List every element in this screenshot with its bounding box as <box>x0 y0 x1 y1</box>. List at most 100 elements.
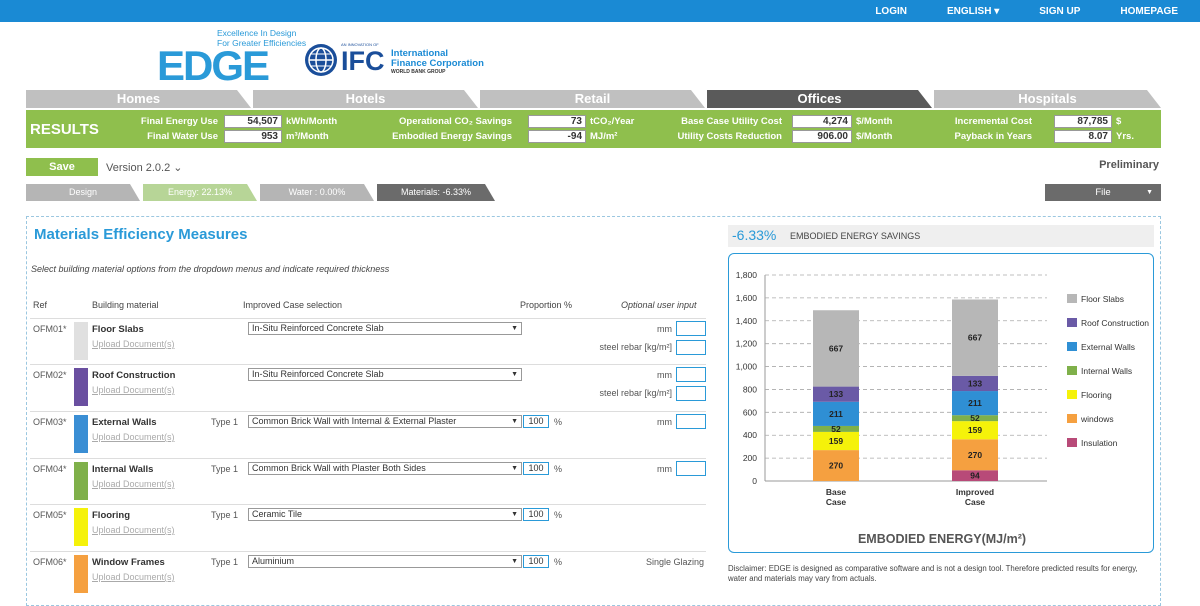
payback-label: Payback in Years <box>954 131 1032 142</box>
step-energy[interactable]: Energy: 22.13% <box>143 184 257 201</box>
data-label: 52 <box>970 413 980 423</box>
login-link[interactable]: LOGIN <box>875 5 907 17</box>
bar-segment <box>952 391 998 416</box>
material-name: Internal Walls <box>92 464 154 475</box>
bar-segment <box>952 415 998 422</box>
globe-icon <box>305 44 337 76</box>
improved-case-select[interactable]: Common Brick Wall with Plaster Both Side… <box>248 462 522 475</box>
caret-down-icon: ▼ <box>511 558 518 565</box>
header-ref: Ref <box>33 300 48 310</box>
proportion-input[interactable]: 100 <box>523 462 549 475</box>
step-design[interactable]: Design <box>26 184 140 201</box>
file-menu-button[interactable]: File ▼ <box>1045 184 1161 201</box>
edge-logo[interactable]: EDGE Excellence In Design For Greater Eff… <box>157 28 307 89</box>
proportion-input[interactable]: 100 <box>523 415 549 428</box>
row-ref: OFM05* <box>33 510 67 520</box>
improved-case-select[interactable]: In-Situ Reinforced Concrete Slab ▼ <box>248 368 522 381</box>
embodied-savings-label: Embodied Energy Savings <box>392 131 512 142</box>
bar-segment <box>952 421 998 440</box>
tab-retail[interactable]: Retail <box>480 90 705 108</box>
base-cost-label: Base Case Utility Cost <box>681 116 782 127</box>
upload-documents-link[interactable]: Upload Document(s) <box>92 339 175 349</box>
data-label: 211 <box>968 398 982 408</box>
upload-documents-link[interactable]: Upload Document(s) <box>92 479 175 489</box>
caret-down-icon: ▼ <box>511 511 518 518</box>
legend-swatch <box>1067 366 1077 375</box>
data-label: 159 <box>829 436 843 446</box>
y-tick-label: 0 <box>752 476 757 486</box>
thickness-unit-label: mm <box>657 324 672 334</box>
improved-case-select[interactable]: Common Brick Wall with Internal & Extern… <box>248 415 522 428</box>
x-tick-label: Base <box>826 487 847 497</box>
thickness-unit-label: mm <box>657 464 672 474</box>
improved-case-select[interactable]: Ceramic Tile ▼ <box>248 508 522 521</box>
step-water[interactable]: Water : 0.00% <box>260 184 374 201</box>
data-label: 667 <box>829 343 843 353</box>
data-label: 159 <box>968 425 982 435</box>
header-optional: Optional user input <box>621 300 697 310</box>
y-tick-label: 800 <box>743 384 757 394</box>
row-ref: OFM02* <box>33 370 67 380</box>
upload-documents-link[interactable]: Upload Document(s) <box>92 525 175 535</box>
tab-offices[interactable]: Offices <box>707 90 932 108</box>
material-row: OFM05* Flooring Upload Document(s) Type 1 Ce… <box>30 504 706 550</box>
data-label: 52 <box>831 424 841 434</box>
upload-documents-link[interactable]: Upload Document(s) <box>92 432 175 442</box>
x-tick-label: Improved <box>956 487 994 497</box>
type-label: Type 1 <box>211 510 239 520</box>
language-dropdown[interactable]: ENGLISH ▾ <box>947 6 999 17</box>
step-materials[interactable]: Materials: -6.33% <box>377 184 495 201</box>
bar-segment <box>952 439 998 471</box>
material-color-swatch <box>74 462 88 500</box>
embodied-savings-caption: EMBODIED ENERGY SAVINGS <box>790 231 921 241</box>
cost-reduction-unit: $/Month <box>856 131 893 142</box>
page-title: Materials Efficiency Measures <box>34 226 248 243</box>
data-label: 270 <box>968 450 982 460</box>
save-button[interactable]: Save <box>26 158 98 176</box>
x-tick-label: Case <box>826 497 847 507</box>
upload-documents-link[interactable]: Upload Document(s) <box>92 385 175 395</box>
final-energy-unit: kWh/Month <box>286 116 338 127</box>
thickness-input[interactable] <box>676 321 706 336</box>
legend-swatch <box>1067 342 1077 351</box>
steel-rebar-input[interactable] <box>676 386 706 401</box>
y-tick-label: 1,800 <box>736 270 758 280</box>
data-label: 211 <box>829 409 843 419</box>
upload-documents-link[interactable]: Upload Document(s) <box>92 572 175 582</box>
tab-hospitals[interactable]: Hospitals <box>934 90 1161 108</box>
thickness-input[interactable] <box>676 414 706 429</box>
caret-down-icon: ▼ <box>511 418 518 425</box>
bar-segment <box>952 375 998 392</box>
language-label: ENGLISH <box>947 5 992 17</box>
improved-case-select[interactable]: In-Situ Reinforced Concrete Slab ▼ <box>248 322 522 335</box>
proportion-input[interactable]: 100 <box>523 508 549 521</box>
thickness-input[interactable] <box>676 367 706 382</box>
caret-down-icon: ▼ <box>1146 189 1153 196</box>
final-water-unit: m³/Month <box>286 131 329 142</box>
homepage-link[interactable]: HOMEPAGE <box>1120 5 1178 17</box>
steel-rebar-input[interactable] <box>676 340 706 355</box>
material-name: Floor Slabs <box>92 324 144 335</box>
version-dropdown[interactable]: Version 2.0.2 ⌄ <box>106 161 183 174</box>
chart-title: EMBODIED ENERGY(MJ/m²) <box>858 532 1026 546</box>
caret-down-icon: ▼ <box>511 325 518 332</box>
co2-savings-unit: tCO₂/Year <box>590 116 635 127</box>
signup-link[interactable]: SIGN UP <box>1039 5 1081 17</box>
material-name: External Walls <box>92 417 157 428</box>
status-preliminary: Preliminary <box>1099 159 1159 171</box>
proportion-input[interactable]: 100 <box>523 555 549 568</box>
disclaimer: Disclaimer: EDGE is designed as comparat… <box>728 564 1138 583</box>
thickness-input[interactable] <box>676 461 706 476</box>
header-material: Building material <box>92 300 159 310</box>
improved-case-select[interactable]: Aluminium ▼ <box>248 555 522 568</box>
type-label: Type 1 <box>211 464 239 474</box>
results-label: RESULTS <box>30 121 99 138</box>
tab-hotels[interactable]: Hotels <box>253 90 478 108</box>
tab-homes[interactable]: Homes <box>26 90 251 108</box>
row-ref: OFM04* <box>33 464 67 474</box>
select-value: Aluminium <box>252 556 295 566</box>
cost-reduction-label: Utility Costs Reduction <box>677 131 782 142</box>
row-ref: OFM01* <box>33 324 67 334</box>
legend-swatch <box>1067 318 1077 327</box>
header-proportion: Proportion % <box>520 300 573 310</box>
